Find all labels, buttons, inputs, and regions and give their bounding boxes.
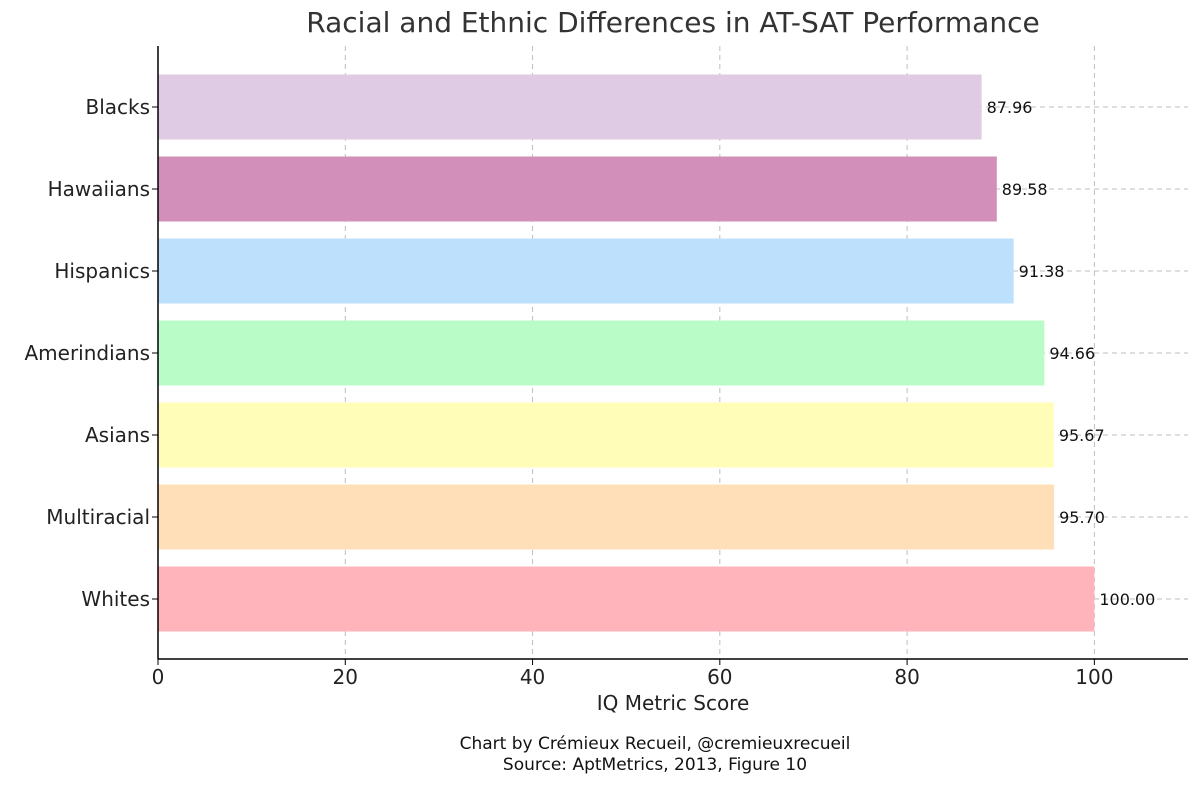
bar-multiracial: [158, 484, 1055, 550]
credit-line: Chart by Crémieux Recueil, @cremieuxrecu…: [459, 734, 851, 754]
axes: Blacks Hawaiians Hispanics Amerindians Asian…: [24, 46, 1188, 689]
value-label: 87.96: [987, 98, 1033, 117]
y-tick-label: Blacks: [85, 95, 150, 119]
value-label: 91.38: [1019, 262, 1065, 281]
value-label: 89.58: [1002, 180, 1048, 199]
y-tick-label: Amerindians: [24, 341, 150, 365]
bar-hawaiians: [158, 156, 997, 222]
value-label: 95.67: [1059, 426, 1105, 445]
y-tick-label: Whites: [81, 587, 150, 611]
x-tick-label: 60: [707, 665, 732, 689]
x-tick-label: 100: [1075, 665, 1113, 689]
chart-title: Racial and Ethnic Differences in AT-SAT …: [306, 6, 1040, 39]
x-tick-label: 80: [894, 665, 919, 689]
x-tick-label: 40: [520, 665, 545, 689]
bar-amerindians: [158, 320, 1045, 386]
x-tick-label: 20: [333, 665, 358, 689]
y-tick-label: Hawaiians: [48, 177, 150, 201]
bar-whites: [158, 566, 1095, 632]
y-tick-label: Asians: [85, 423, 150, 447]
y-tick-label: Multiracial: [46, 505, 150, 529]
bars: [158, 74, 1095, 632]
value-label: 94.66: [1049, 344, 1095, 363]
value-label: 95.70: [1059, 508, 1105, 527]
bar-blacks: [158, 74, 982, 140]
x-tick-label: 0: [152, 665, 165, 689]
bar-asians: [158, 402, 1054, 468]
source-line: Source: AptMetrics, 2013, Figure 10: [502, 755, 808, 775]
y-tick-label: Hispanics: [54, 259, 150, 283]
x-axis-label: IQ Metric Score: [596, 691, 750, 715]
value-label: 100.00: [1099, 590, 1155, 609]
value-labels: 87.96 89.58 91.38 94.66 95.67 95.70 100.00: [987, 98, 1156, 609]
bar-hispanics: [158, 238, 1014, 304]
